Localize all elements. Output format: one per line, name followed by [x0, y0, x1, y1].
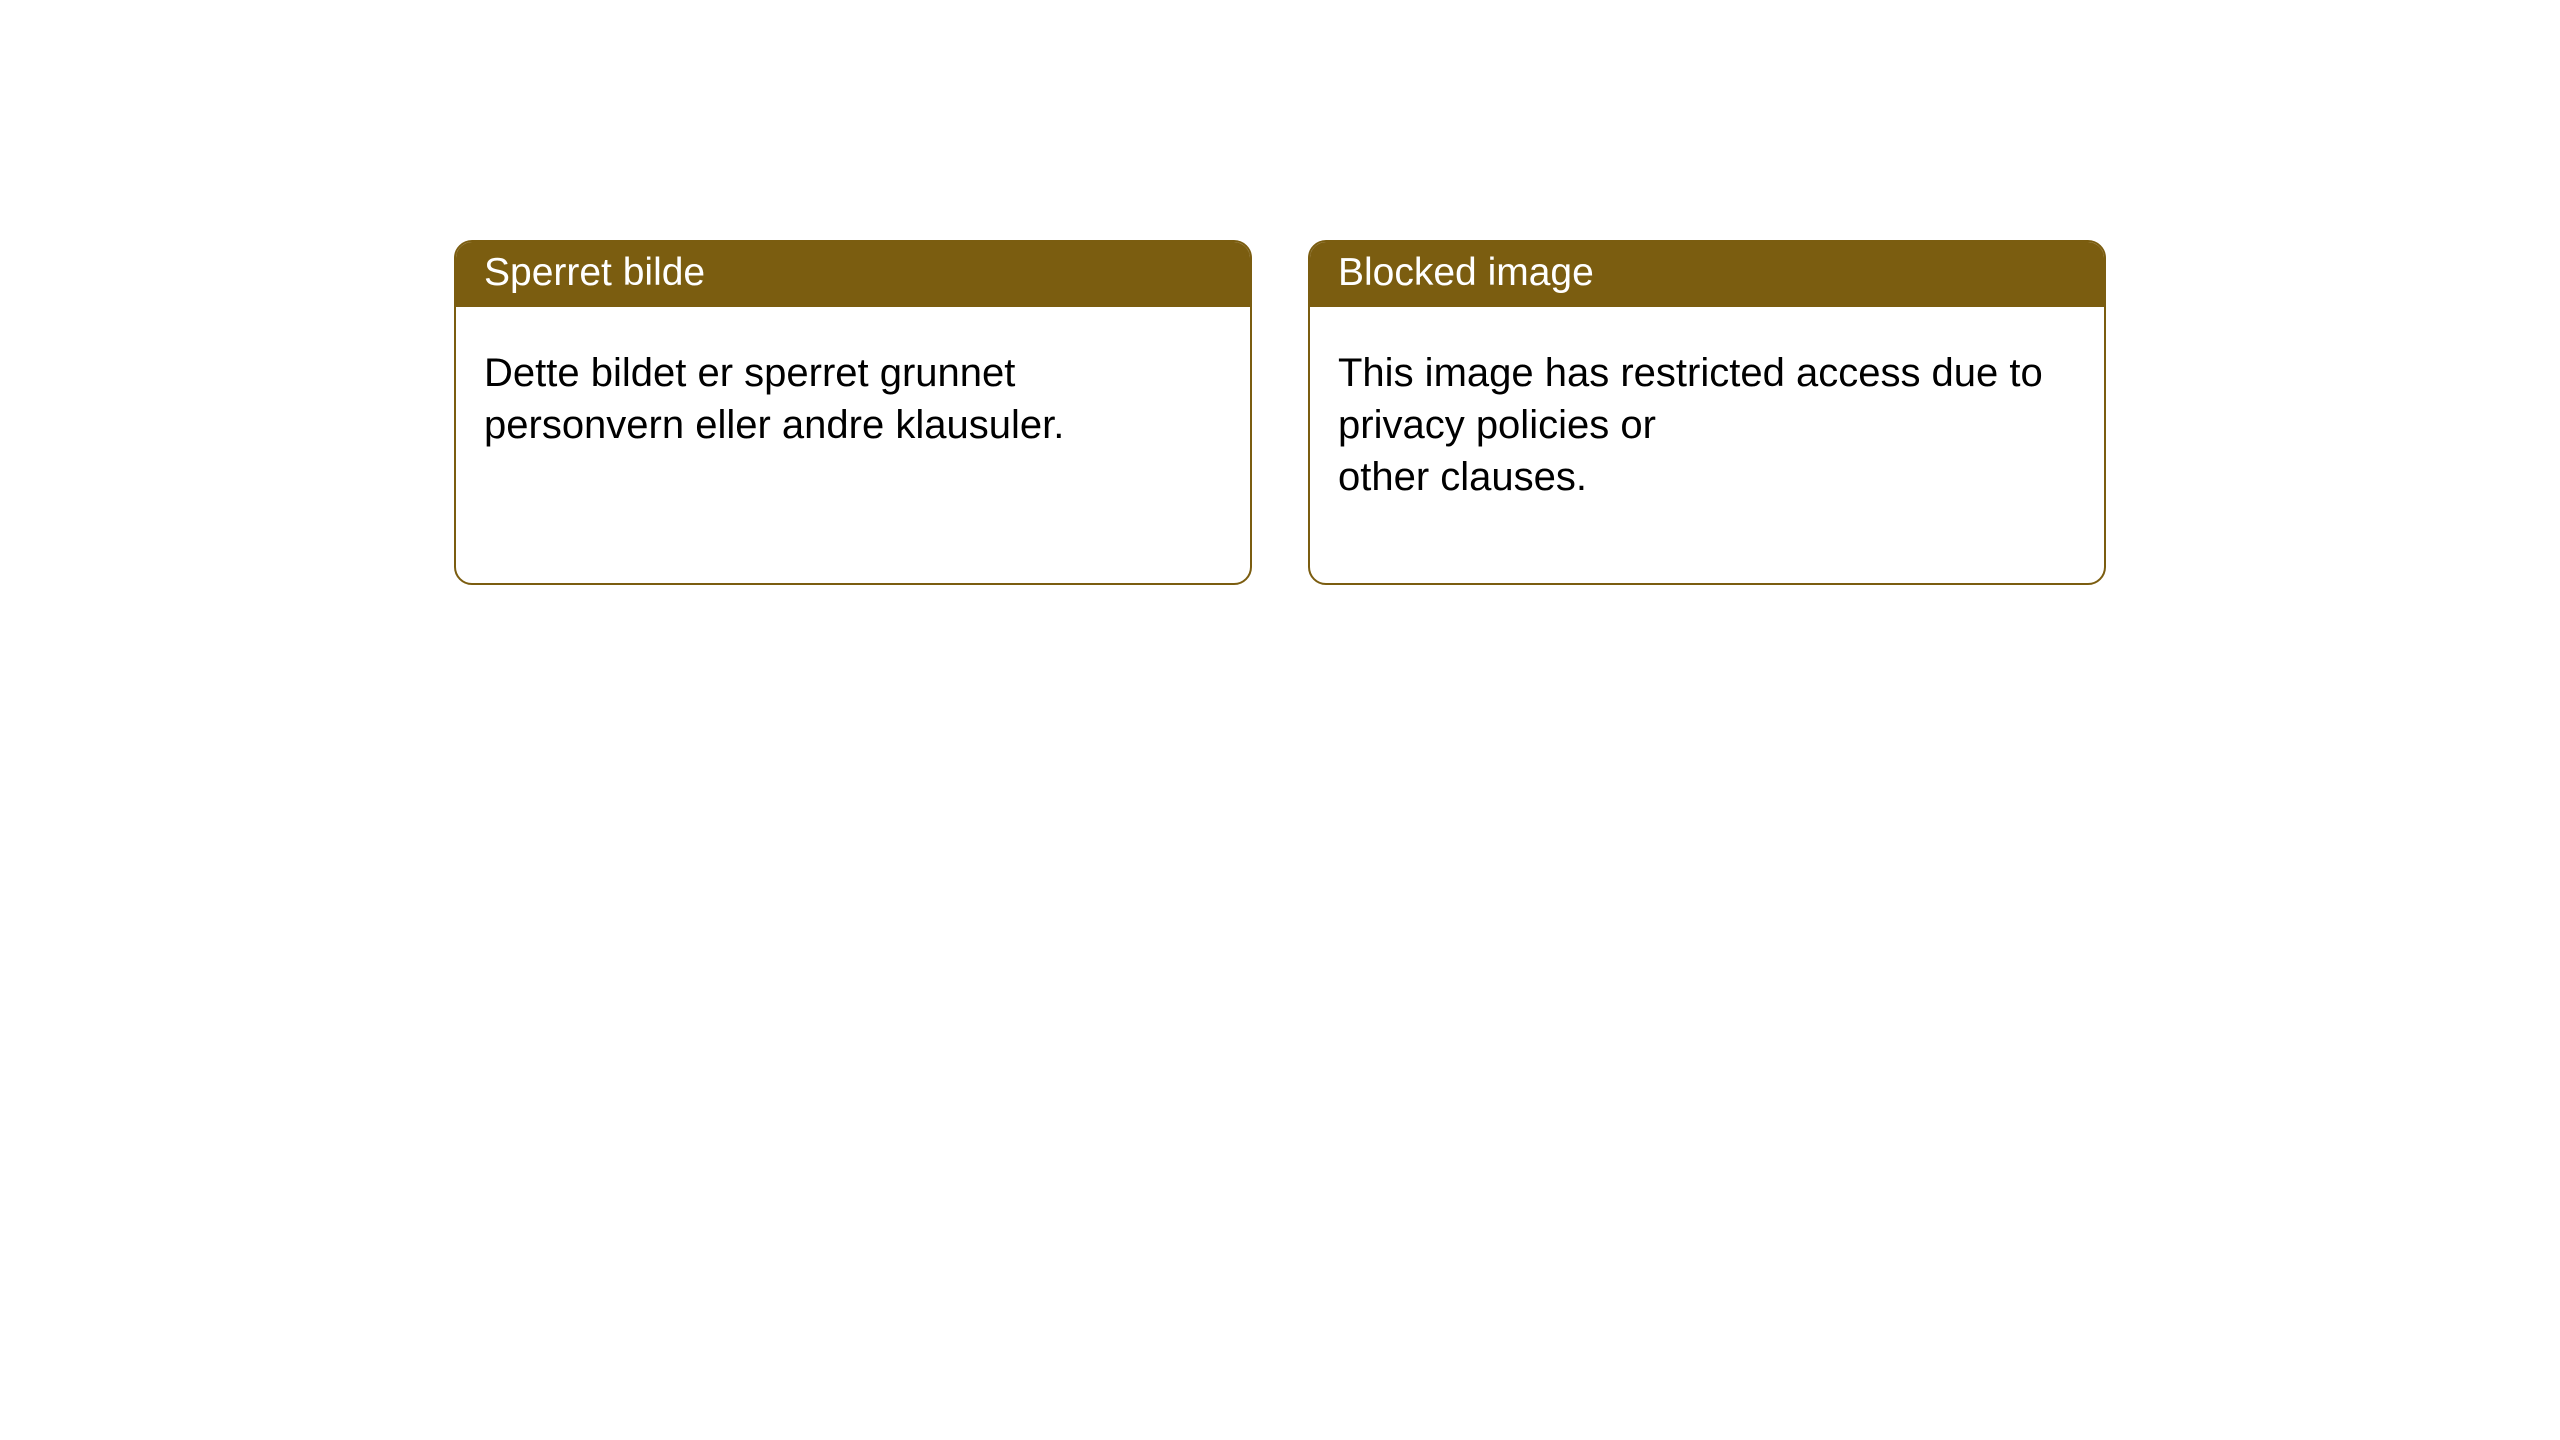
notice-card-header: Blocked image: [1310, 242, 2104, 307]
notice-card-message: This image has restricted access due to …: [1338, 351, 2043, 499]
notice-card-title: Sperret bilde: [484, 251, 705, 294]
notice-cards-container: Sperret bilde Dette bildet er sperret gr…: [0, 240, 2560, 585]
notice-card-english: Blocked image This image has restricted …: [1308, 240, 2106, 585]
notice-card-norwegian: Sperret bilde Dette bildet er sperret gr…: [454, 240, 1252, 585]
notice-card-body: Dette bildet er sperret grunnet personve…: [456, 307, 1250, 581]
notice-card-title: Blocked image: [1338, 251, 1594, 294]
notice-card-header: Sperret bilde: [456, 242, 1250, 307]
notice-card-body: This image has restricted access due to …: [1310, 307, 2104, 583]
notice-card-message: Dette bildet er sperret grunnet personve…: [484, 351, 1064, 447]
